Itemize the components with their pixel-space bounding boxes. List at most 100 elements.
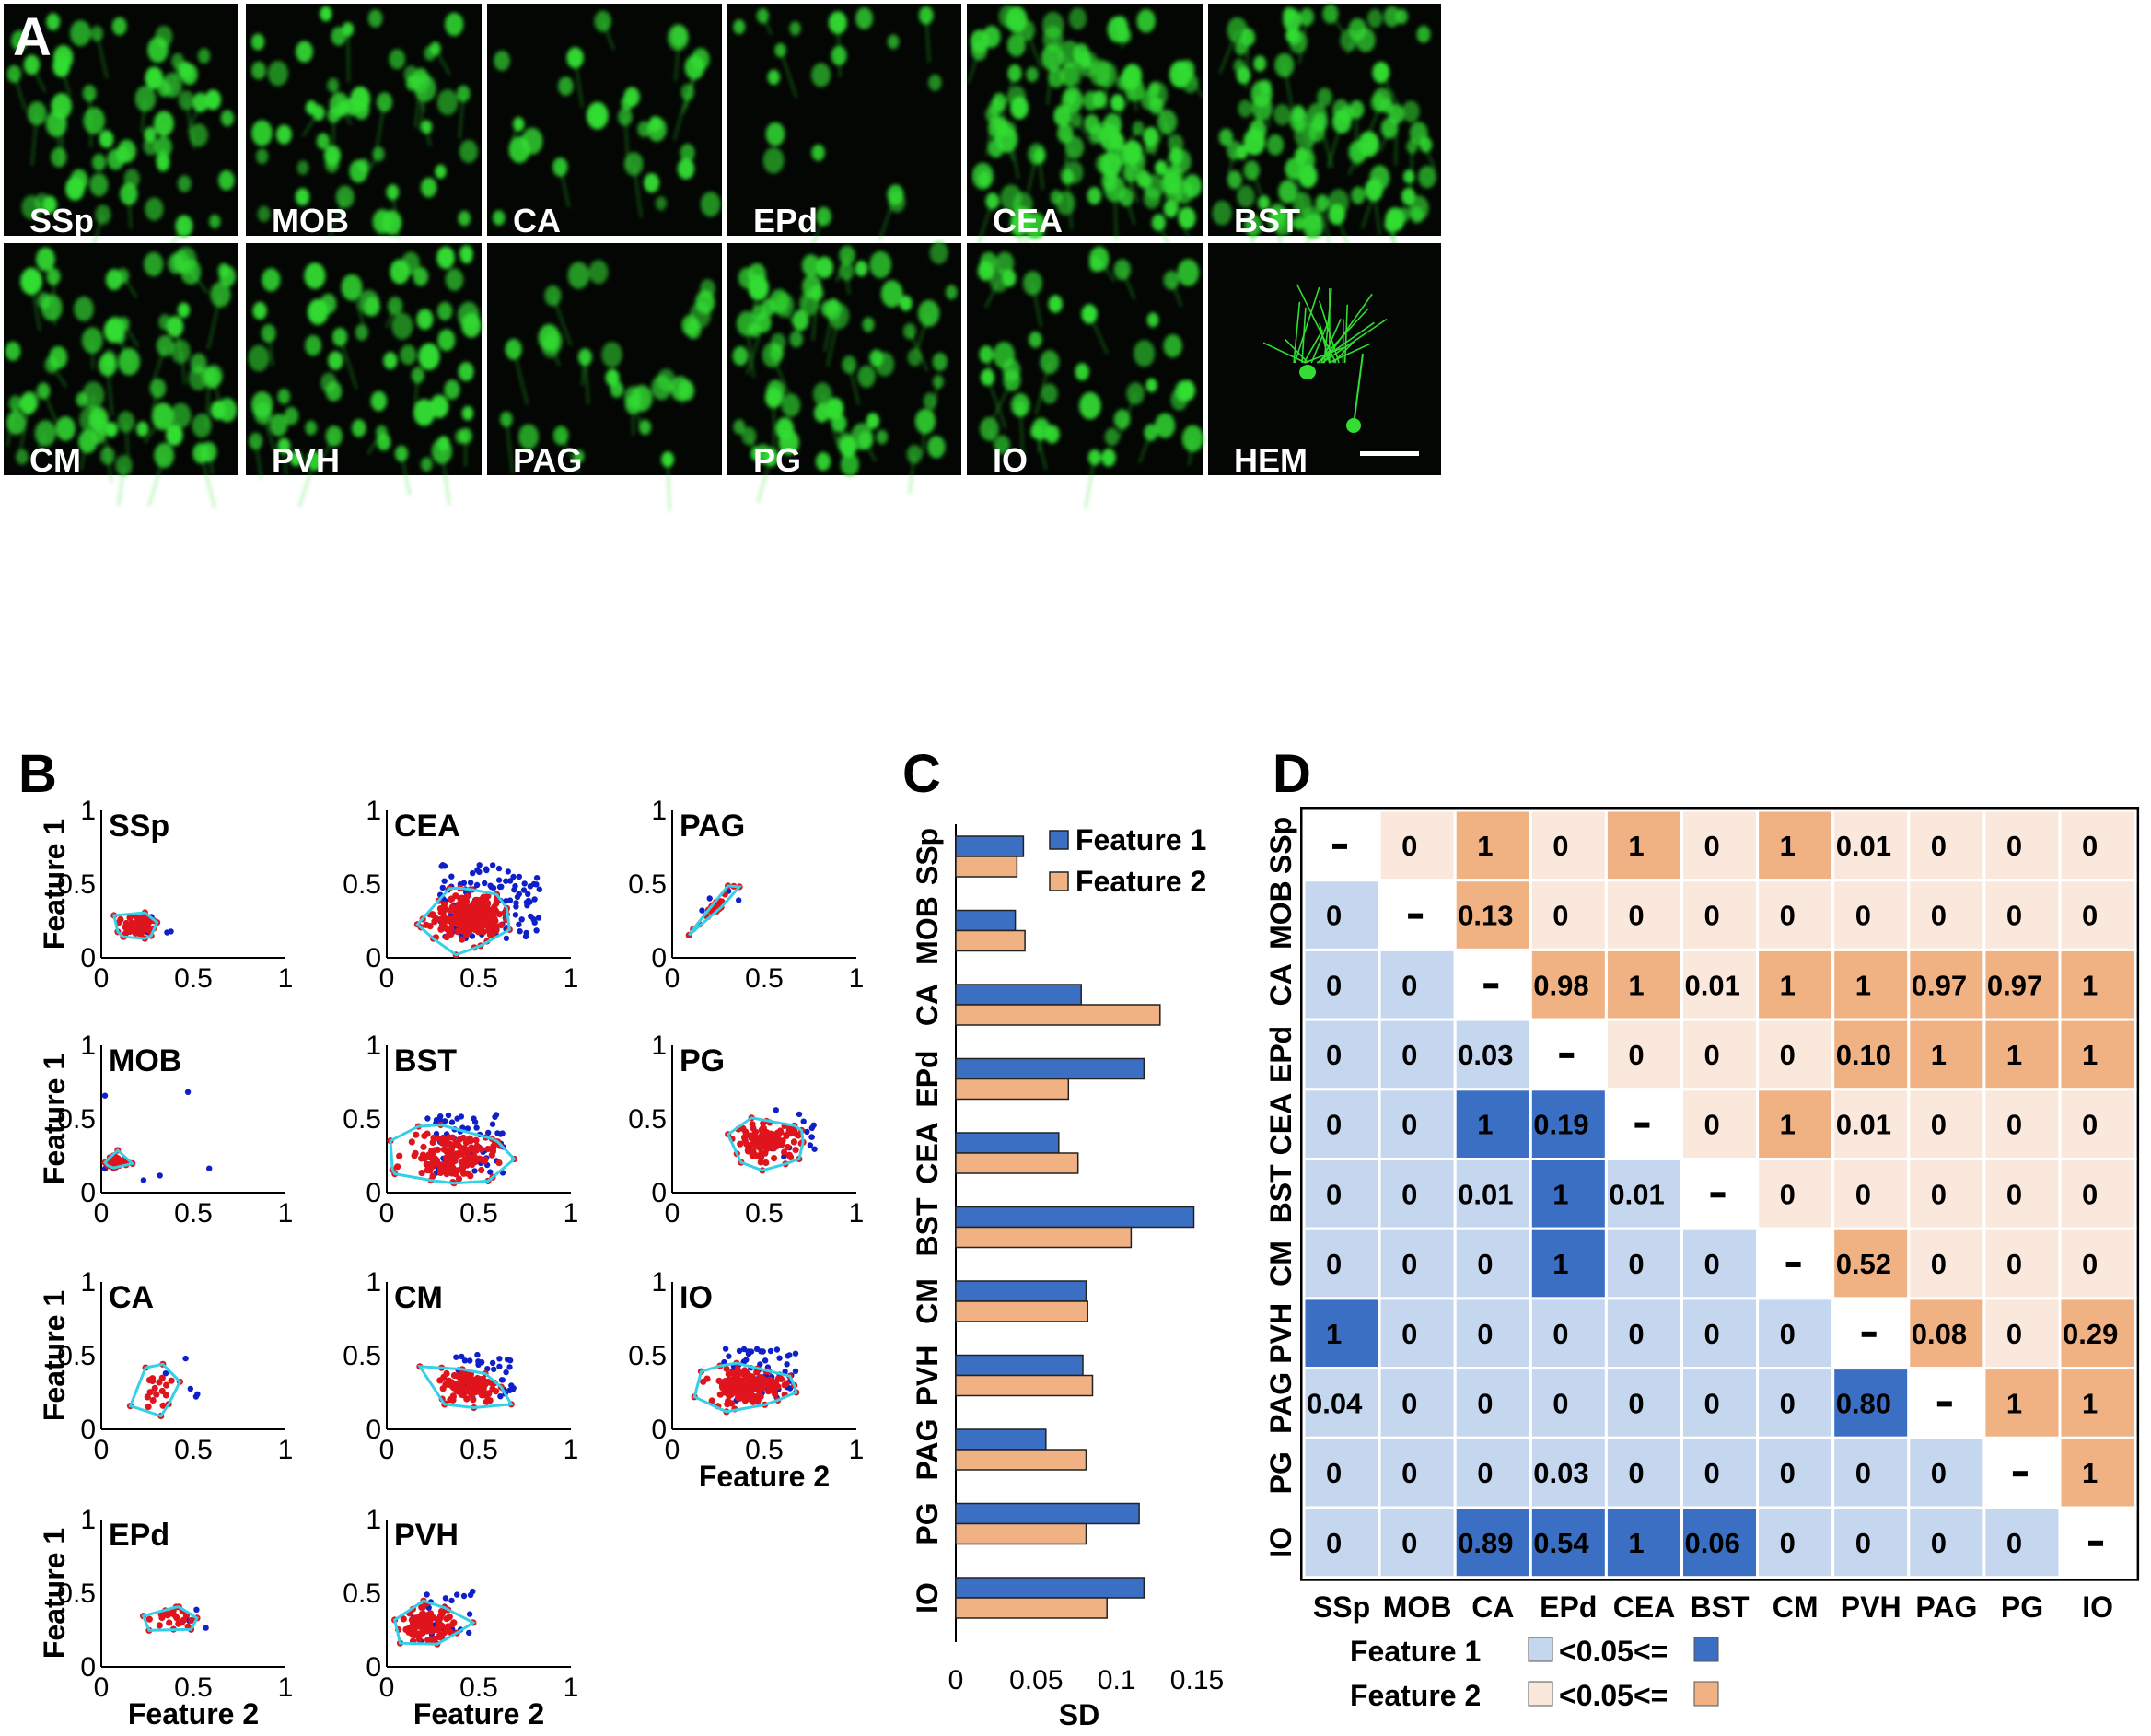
scatter-point-core bbox=[752, 1376, 760, 1384]
scatter-point-all bbox=[784, 1361, 790, 1368]
y-tick-label: 1 bbox=[366, 1505, 381, 1535]
neurite bbox=[837, 22, 842, 77]
neuron-soma bbox=[55, 416, 76, 441]
neuron-soma bbox=[357, 158, 369, 173]
neuron-soma bbox=[840, 452, 860, 476]
neuron-soma bbox=[381, 210, 402, 236]
panel-c-letter: C bbox=[902, 744, 941, 804]
scatter-point-all bbox=[424, 1115, 431, 1122]
neuron-soma bbox=[1298, 164, 1318, 189]
neuron-soma bbox=[220, 110, 234, 127]
scatter-point-core bbox=[751, 1128, 760, 1136]
neuron-soma bbox=[42, 195, 57, 215]
region-label: CEA bbox=[993, 202, 1063, 239]
heatmap-cell bbox=[1982, 948, 2062, 1021]
scatter-point-core bbox=[790, 1138, 798, 1146]
neurite bbox=[762, 15, 773, 35]
dendrite bbox=[1303, 329, 1324, 364]
scatter-point-all bbox=[503, 1369, 509, 1376]
scatter-point-core bbox=[454, 905, 462, 913]
scatter-point-all bbox=[454, 1591, 460, 1598]
scatter-point-core bbox=[759, 1130, 766, 1137]
neuron-soma bbox=[1218, 128, 1233, 146]
dendrite bbox=[1343, 304, 1348, 364]
scatter-point-core bbox=[497, 922, 505, 929]
scatter-point-core bbox=[172, 1613, 180, 1620]
cell-value: 0.01 bbox=[1836, 1109, 1891, 1141]
cell-value: 0 bbox=[2082, 900, 2098, 932]
cell-value: 0 bbox=[1401, 1109, 1417, 1141]
bar-feature-2 bbox=[955, 1449, 1087, 1471]
scatter-point-core bbox=[463, 1161, 471, 1169]
cell-value bbox=[1559, 1052, 1575, 1058]
neuron-soma bbox=[1058, 40, 1081, 68]
scatter-point-core bbox=[446, 1160, 453, 1168]
x-tick-label: 0.5 bbox=[745, 1198, 784, 1229]
neurite bbox=[746, 323, 755, 379]
cell-value: 0 bbox=[1780, 1039, 1796, 1071]
cell-value: 0 bbox=[1326, 1457, 1342, 1489]
scatter-point-all bbox=[808, 1134, 815, 1140]
x-tick-label: 0.5 bbox=[459, 1435, 498, 1465]
scatter-point-core bbox=[180, 1616, 188, 1624]
scatter-point-core bbox=[396, 1152, 403, 1159]
y-tick-label: 0.5 bbox=[57, 1341, 96, 1371]
y-tick-label: 0.5 bbox=[57, 1104, 96, 1135]
micrograph-cells bbox=[248, 244, 482, 507]
neuron-soma bbox=[732, 345, 749, 367]
scatter-point-core bbox=[754, 1395, 762, 1403]
heatmap-cell bbox=[2058, 1088, 2137, 1161]
column-label: SSp bbox=[1313, 1590, 1370, 1624]
neurite bbox=[80, 419, 91, 471]
column-label: BST bbox=[1691, 1590, 1750, 1624]
neurite bbox=[1038, 156, 1044, 190]
heatmap-cell bbox=[1604, 1227, 1684, 1300]
bar-feature-2 bbox=[955, 1004, 1161, 1026]
cell-value: 0 bbox=[1401, 1457, 1417, 1489]
scatter-point-core bbox=[443, 1171, 450, 1178]
scatter-point-all bbox=[182, 1355, 189, 1362]
neuron-soma bbox=[36, 247, 55, 272]
heatmap-cell bbox=[1529, 809, 1608, 882]
neurite bbox=[1006, 138, 1014, 161]
neuron-soma bbox=[749, 322, 761, 338]
subplot-title: PG bbox=[680, 1043, 725, 1078]
scatter-subplot: 0 0.5 1 0 0.5 1 PG bbox=[628, 1031, 864, 1229]
neurite bbox=[385, 305, 396, 329]
neuron-soma bbox=[377, 433, 391, 451]
neurite bbox=[207, 294, 222, 350]
neuron-soma bbox=[1328, 189, 1349, 216]
neuron-soma bbox=[436, 246, 455, 269]
neurite bbox=[1118, 393, 1136, 438]
neuron-soma bbox=[932, 352, 948, 371]
neurite bbox=[757, 457, 773, 503]
row-label: BST bbox=[1264, 1164, 1297, 1223]
y-tick-label: 0 bbox=[366, 943, 381, 973]
neuron-soma bbox=[857, 365, 876, 388]
neuron-soma bbox=[1317, 87, 1332, 107]
neuron-soma bbox=[1269, 203, 1286, 225]
neurite bbox=[1075, 120, 1095, 146]
heatmap-cell bbox=[1302, 1297, 1381, 1370]
neuron-soma bbox=[1087, 187, 1102, 205]
cell-value: 1 bbox=[1628, 830, 1644, 862]
neuron-soma bbox=[154, 442, 175, 469]
cell-value: 0 bbox=[1780, 1318, 1796, 1350]
scatter-point-core bbox=[448, 1170, 456, 1177]
neurite bbox=[144, 415, 164, 444]
x-axis-label: Feature 2 bbox=[413, 1697, 544, 1730]
category-label: PAG bbox=[911, 1419, 944, 1481]
neuron-soma bbox=[970, 29, 990, 53]
y-tick-label: 0.5 bbox=[628, 1341, 667, 1371]
neuron-soma bbox=[418, 343, 440, 370]
neuron-soma bbox=[296, 41, 313, 63]
scatter-point-core bbox=[750, 1150, 758, 1158]
row-label: SSp bbox=[1264, 817, 1297, 874]
scatter-point-all bbox=[467, 880, 474, 886]
scatter-point-core bbox=[435, 1135, 442, 1142]
cell-value: 0 bbox=[1552, 1318, 1568, 1350]
row-label: CEA bbox=[1264, 1093, 1297, 1156]
scatter-point-core bbox=[429, 1138, 436, 1147]
scatter-point-core bbox=[463, 1395, 471, 1403]
scatter-point-core bbox=[758, 1149, 765, 1157]
